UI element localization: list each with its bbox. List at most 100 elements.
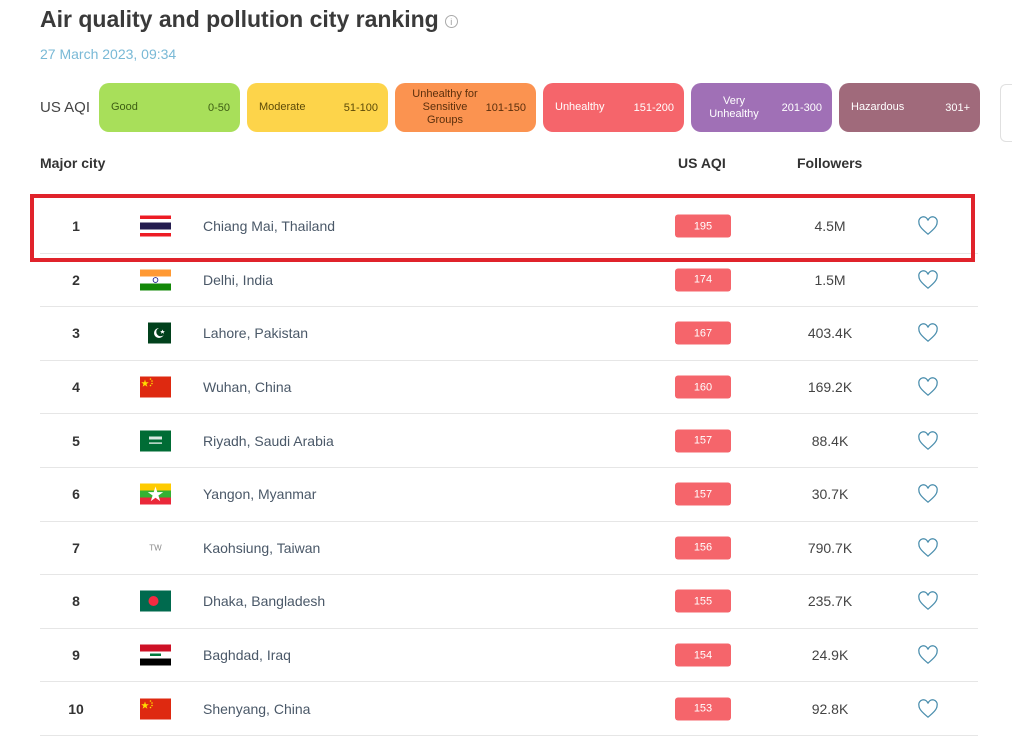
bangladesh-flag-icon: [140, 590, 171, 612]
rank: 4: [72, 379, 80, 396]
followers-count: 4.5M: [814, 218, 846, 235]
followers-count: 1.5M: [814, 271, 846, 288]
legend-range: 201-300: [781, 101, 822, 114]
china-flag-icon: [140, 698, 171, 720]
followers-count: 92.8K: [811, 700, 849, 717]
followers-count: 169.2K: [807, 379, 853, 396]
heart-icon[interactable]: [917, 645, 939, 665]
legend-chip-moderate: Moderate 51-100: [247, 83, 388, 132]
legend-chip-unhealthy-sensitive: Unhealthy for Sensitive Groups 101-150: [395, 83, 536, 132]
followers-count: 88.4K: [811, 432, 849, 449]
heart-icon[interactable]: [917, 698, 939, 719]
heart-icon[interactable]: [917, 323, 939, 343]
legend-name: Good: [111, 101, 138, 113]
table-row[interactable]: 10 Shenyang, China 153 92.8K: [40, 682, 978, 736]
table-row[interactable]: 3 Lahore, Pakistan 167 403.4K: [40, 307, 978, 361]
side-panel-edge: [1000, 84, 1012, 142]
ranking-table: 1 Chiang Mai, Thailand 195 4.5M 2 Delhi,…: [40, 200, 978, 736]
aqi-badge: 157: [675, 429, 731, 453]
city-link[interactable]: Shenyang, China: [203, 700, 311, 717]
followers-count: 403.4K: [807, 325, 853, 342]
city-link[interactable]: Baghdad, Iraq: [203, 647, 291, 664]
myanmar-flag-icon: [140, 483, 171, 505]
city-link[interactable]: Dhaka, Bangladesh: [203, 593, 326, 610]
india-flag-icon: [140, 269, 171, 291]
column-header-followers: Followers: [797, 155, 863, 171]
city-link[interactable]: Lahore, Pakistan: [203, 325, 309, 342]
taiwan-flag-placeholder: TW: [149, 543, 162, 553]
rank: 2: [72, 271, 80, 288]
table-row[interactable]: 2 Delhi, India 174 1.5M: [40, 254, 978, 308]
page-title: Air quality and pollution city ranking i: [40, 6, 458, 33]
city-link[interactable]: Wuhan, China: [203, 379, 292, 396]
aqi-badge: 155: [675, 589, 731, 613]
legend-range: 0-50: [207, 101, 230, 114]
heart-icon[interactable]: [917, 270, 939, 290]
followers-count: 30.7K: [811, 486, 849, 503]
legend-chip-hazardous: Hazardous 301+: [839, 83, 980, 132]
table-row[interactable]: 5 Riyadh, Saudi Arabia 157 88.4K: [40, 414, 978, 468]
legend-name: Unhealthy for Sensitive Groups: [412, 88, 478, 126]
aqi-badge: 153: [675, 697, 731, 721]
legend-name: Hazardous: [851, 101, 905, 113]
table-row[interactable]: 7 TW Kaohsiung, Taiwan 156 790.7K: [40, 522, 978, 576]
legend-name: Unhealthy: [555, 101, 605, 113]
table-row[interactable]: 6 Yangon, Myanmar 157 30.7K: [40, 468, 978, 522]
table-row[interactable]: 8 Dhaka, Bangladesh 155 235.7K: [40, 575, 978, 629]
highlight-box: [30, 194, 975, 262]
rank: 8: [72, 593, 80, 610]
pakistan-flag-icon: [140, 322, 171, 344]
rank: 10: [68, 700, 84, 717]
rank: 9: [72, 647, 80, 664]
aqi-badge: 154: [675, 643, 731, 667]
city-link[interactable]: Yangon, Myanmar: [203, 486, 317, 503]
aqi-badge: 195: [675, 214, 731, 238]
column-header-aqi: US AQI: [678, 155, 726, 171]
aqi-badge: 157: [675, 482, 731, 506]
legend-label: US AQI: [40, 99, 91, 116]
china-flag-icon: [140, 376, 171, 398]
rank: 5: [72, 432, 80, 449]
city-link[interactable]: Delhi, India: [203, 271, 274, 288]
followers-count: 790.7K: [807, 539, 853, 556]
city-link[interactable]: Chiang Mai, Thailand: [203, 218, 336, 235]
followers-count: 235.7K: [807, 593, 853, 610]
rank: 1: [72, 218, 80, 235]
heart-icon[interactable]: [917, 484, 939, 504]
aqi-badge: 167: [675, 321, 731, 345]
legend-name: Moderate: [259, 101, 306, 113]
rank: 3: [72, 325, 80, 342]
city-link[interactable]: Riyadh, Saudi Arabia: [203, 432, 334, 449]
legend-range: 101-150: [485, 101, 526, 114]
legend-range: 151-200: [633, 101, 674, 114]
table-row[interactable]: 4 Wuhan, China 160 169.2K: [40, 361, 978, 415]
iraq-flag-icon: [140, 644, 171, 666]
table-row[interactable]: 9 Baghdad, Iraq 154 24.9K: [40, 629, 978, 683]
heart-icon[interactable]: [917, 377, 939, 397]
rank: 6: [72, 486, 80, 503]
heart-icon[interactable]: [917, 430, 939, 451]
legend-chip-unhealthy: Unhealthy 151-200: [543, 83, 684, 132]
heart-icon[interactable]: [917, 538, 939, 558]
legend-chip-very-unhealthy: Very Unhealthy 201-300: [691, 83, 832, 132]
heart-icon[interactable]: [917, 591, 939, 611]
legend-name: Very Unhealthy: [709, 94, 759, 120]
timestamp: 27 March 2023, 09:34: [40, 46, 177, 62]
legend-chip-good: Good 0-50: [99, 83, 240, 132]
aqi-legend: Good 0-50 Moderate 51-100 Unhealthy for …: [99, 83, 980, 132]
table-row[interactable]: 1 Chiang Mai, Thailand 195 4.5M: [40, 200, 978, 254]
page-title-text: Air quality and pollution city ranking: [40, 6, 439, 32]
thailand-flag-icon: [140, 215, 171, 237]
heart-icon[interactable]: [917, 216, 939, 236]
aqi-badge: 156: [675, 536, 731, 560]
aqi-badge: 174: [675, 268, 731, 292]
city-link[interactable]: Kaohsiung, Taiwan: [203, 539, 321, 556]
saudi-arabia-flag-icon: [140, 430, 171, 452]
column-header-city: Major city: [40, 155, 106, 171]
legend-range: 301+: [945, 101, 970, 114]
followers-count: 24.9K: [811, 647, 849, 664]
aqi-badge: 160: [675, 375, 731, 399]
info-icon[interactable]: i: [444, 15, 458, 28]
legend-range: 51-100: [343, 101, 378, 114]
rank: 7: [72, 539, 80, 556]
